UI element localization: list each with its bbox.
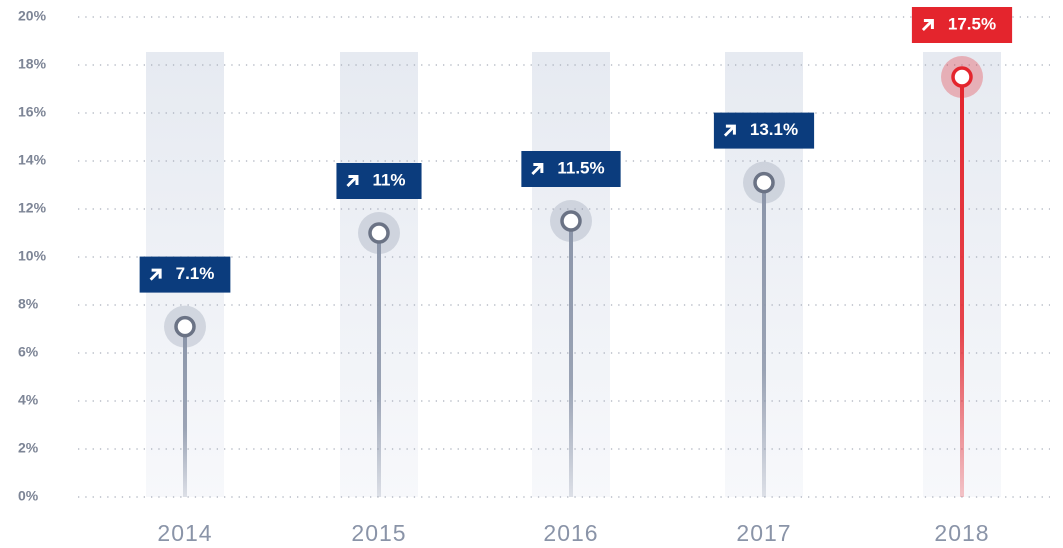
value-label: 11.5% [557, 158, 604, 177]
marker [368, 222, 390, 244]
y-tick-label: 20% [18, 8, 47, 24]
stem [762, 182, 766, 497]
stem [569, 221, 573, 497]
x-tick-label: 2018 [934, 520, 989, 546]
y-tick-label: 18% [18, 56, 47, 72]
x-tick-label: 2015 [351, 520, 406, 546]
y-tick-label: 6% [18, 344, 39, 360]
y-tick-label: 8% [18, 296, 39, 312]
y-tick-label: 14% [18, 152, 47, 168]
arrow-icon [531, 163, 544, 175]
value-label: 13.1% [750, 120, 798, 139]
y-tick-label: 2% [18, 440, 39, 456]
value-label: 7.1% [176, 264, 215, 283]
x-tick-label: 2016 [543, 520, 598, 546]
marker [174, 315, 196, 338]
arrow-icon [149, 268, 162, 281]
y-tick-label: 4% [18, 392, 39, 408]
arrow-icon [921, 19, 934, 31]
x-tick-label: 2017 [736, 520, 791, 546]
value-label: 11% [372, 170, 405, 189]
x-tick-label: 2014 [157, 520, 212, 546]
y-tick-label: 12% [18, 200, 47, 216]
stem [960, 77, 964, 497]
stem [377, 233, 381, 497]
marker [753, 171, 775, 194]
stem [183, 326, 187, 497]
y-tick-label: 16% [18, 104, 47, 120]
arrow-icon [346, 175, 359, 187]
value-label: 17.5% [948, 14, 996, 33]
y-tick-label: 0% [18, 488, 39, 504]
marker [560, 210, 582, 232]
marker [951, 66, 973, 88]
y-tick-label: 10% [18, 248, 47, 264]
arrow-icon [723, 124, 736, 137]
